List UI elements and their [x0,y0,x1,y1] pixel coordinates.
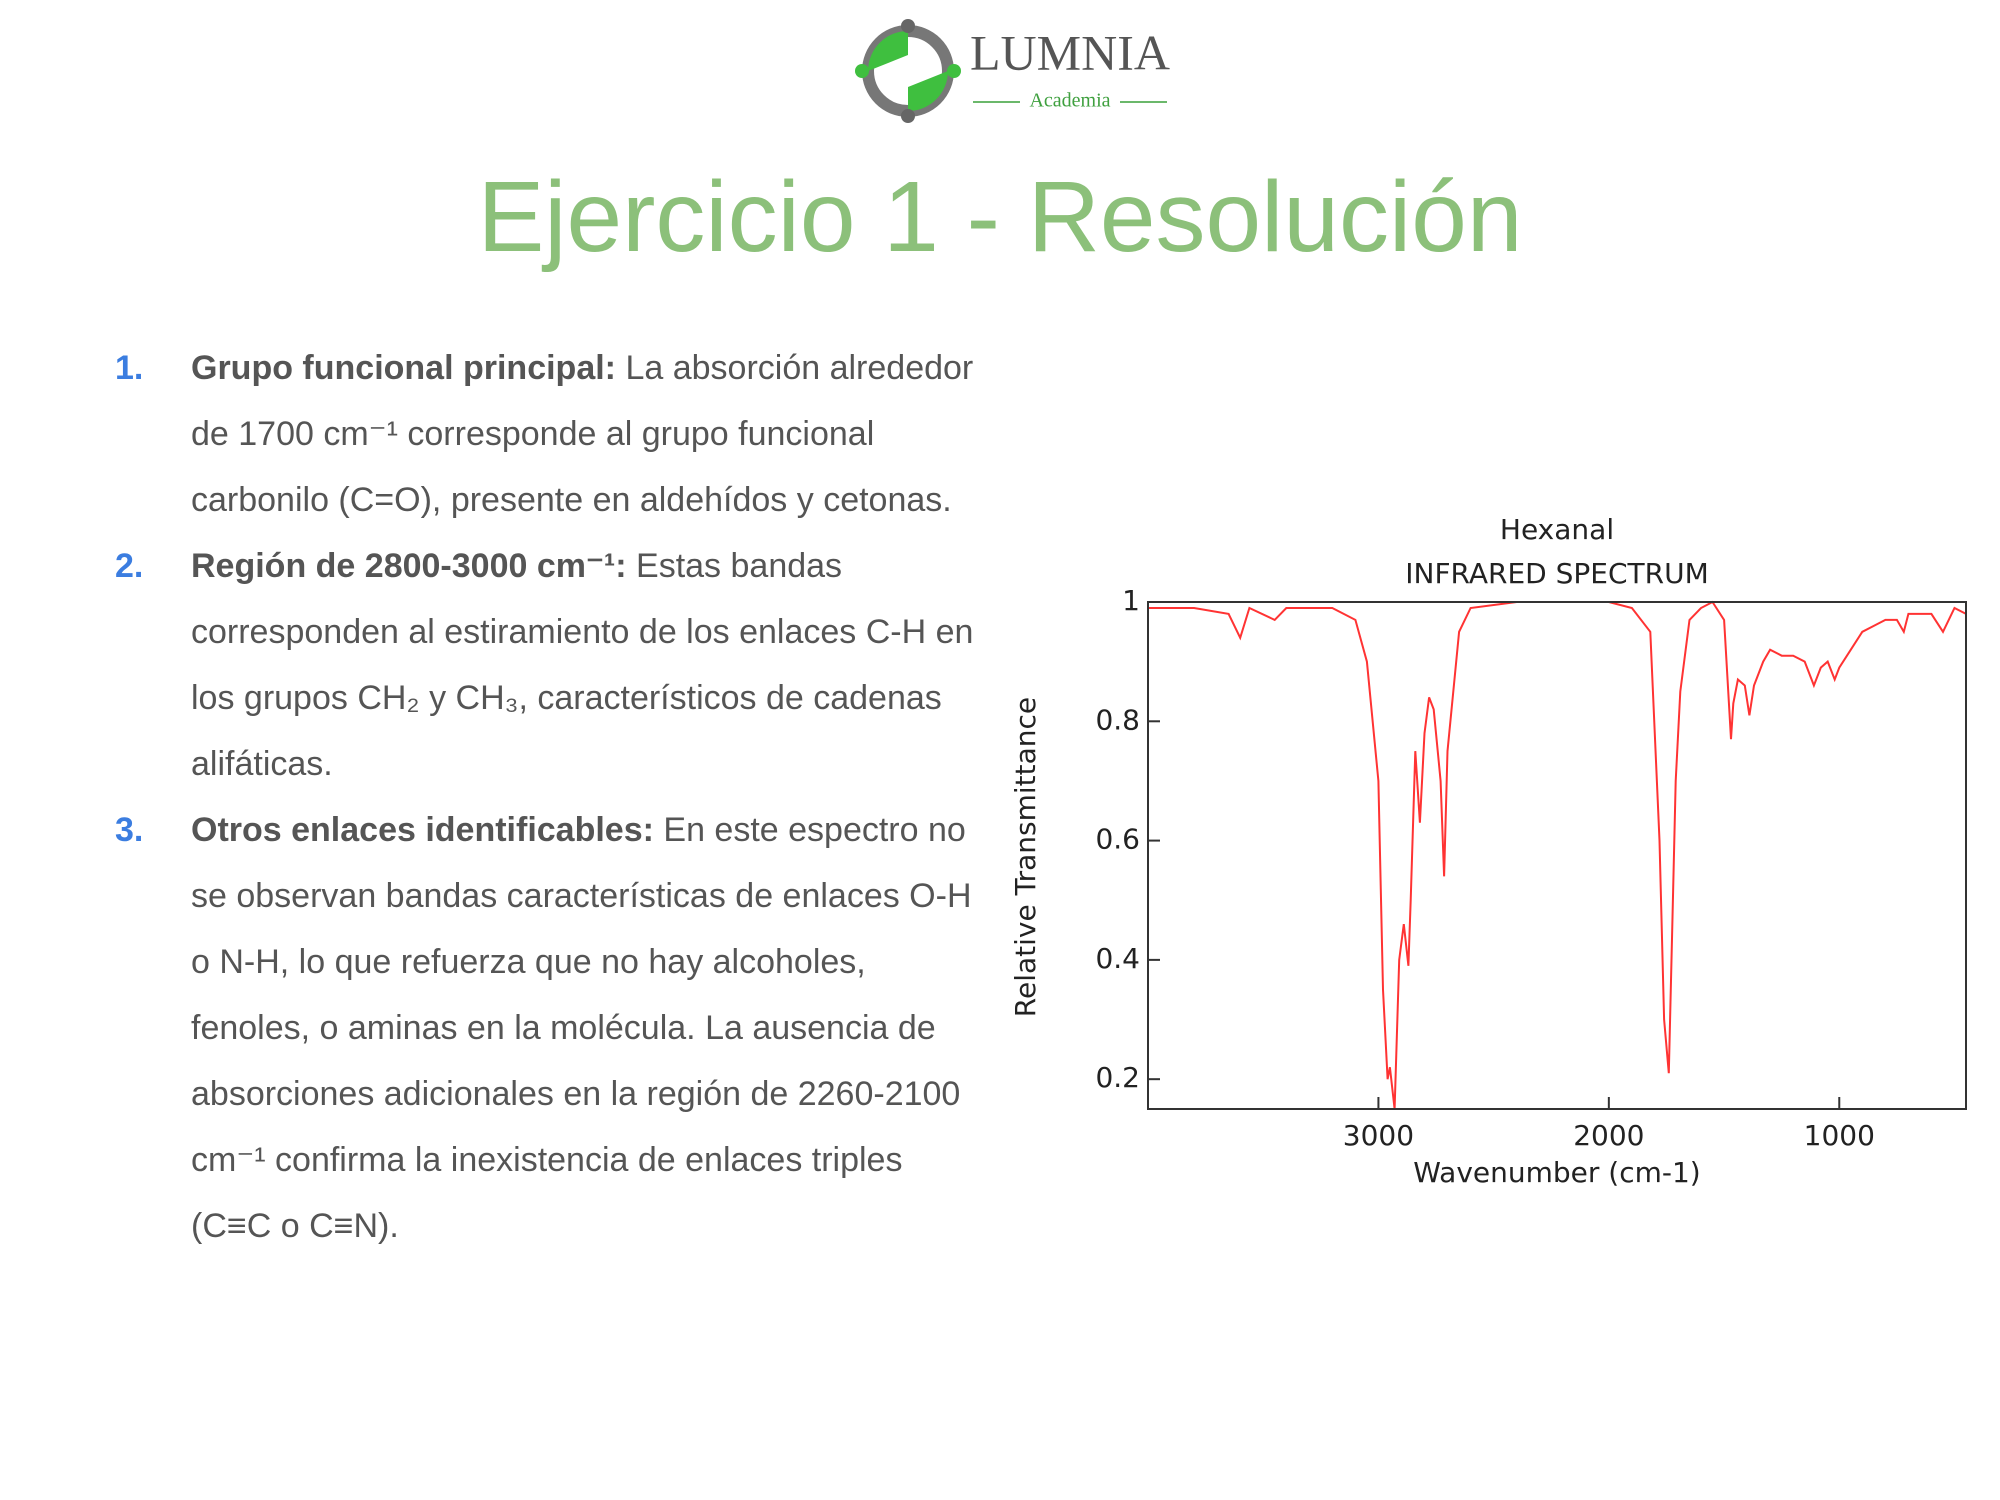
list-text: Estas bandas corresponden al estiramient… [191,547,974,783]
chart-subtitle: INFRARED SPECTRUM [1405,557,1709,590]
y-tick-label: 1 [1122,584,1140,617]
list-number: 2. [115,547,144,585]
y-tick-label: 0.6 [1095,823,1140,856]
spectrum-line [1148,600,1967,1110]
list-text: La absorción alrededor de 1700 cm⁻¹ corr… [191,349,974,519]
x-tick-label: 1000 [1804,1119,1875,1152]
list-number: 3. [115,811,144,849]
x-tick-label: 3000 [1343,1119,1414,1152]
logo-subtitle: Academia [1029,90,1110,112]
list-heading: Otros enlaces identificables: [191,811,654,849]
y-tick-label: 0.8 [1095,703,1140,736]
x-tick-label: 2000 [1573,1119,1644,1152]
chart-title: Hexanal [1500,513,1614,546]
plot-frame [1147,601,1967,1110]
logo-icon [855,19,961,123]
y-tick-label: 0.4 [1095,942,1140,975]
y-axis-label: Relative Transmittance [1009,697,1042,1017]
list-item: 1. Grupo funcional principal: La absorció… [115,335,975,533]
logo-name: LUMNIA [970,24,1170,80]
slide-title: Ejercicio 1 - Resolución [477,161,1523,273]
chart: Hexanal INFRARED SPECTRUM Wavenumber (cm-1… [1009,513,1967,1189]
list-text: En este espectro no se observan bandas c… [191,811,972,1245]
x-axis-label: Wavenumber (cm-1) [1413,1156,1700,1189]
list-item: 3. Otros enlaces identificables: En este … [115,797,975,1259]
list-item: 2. Región de 2800-3000 cm⁻¹: Estas bandas… [115,533,975,797]
list: 1. Grupo funcional principal: La absorció… [115,335,975,1259]
list-heading: Grupo funcional principal: [191,349,616,387]
y-tick-label: 0.2 [1095,1061,1140,1094]
list-heading: Región de 2800-3000 cm⁻¹: [191,547,627,585]
list-number: 1. [115,349,144,387]
